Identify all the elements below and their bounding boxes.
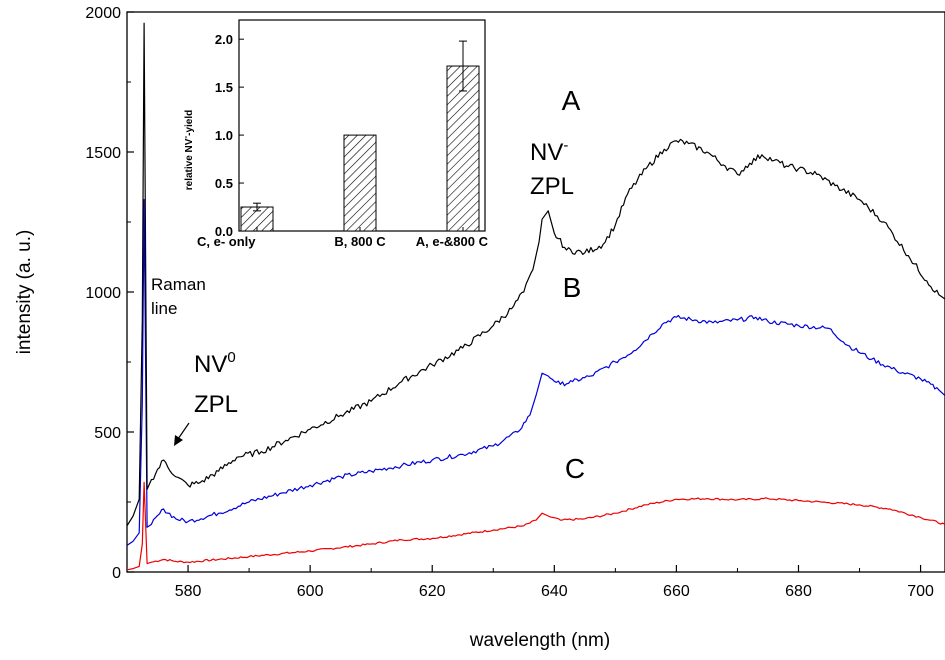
x-tick-label: 700 — [907, 583, 934, 600]
x-axis: 580 600 620 640 660 680 700 — [126, 565, 934, 600]
inset-y-tick-label: 1.0 — [215, 128, 233, 143]
inset-bar — [446, 65, 480, 232]
nvm-zpl-label: ZPL — [530, 173, 574, 200]
series-line-b — [126, 199, 945, 546]
y-tick-label: 1500 — [85, 145, 121, 162]
inset-y-tick-label: 0.5 — [215, 176, 233, 191]
x-tick-label: 660 — [663, 583, 690, 600]
nv0-arrow — [174, 422, 190, 446]
nv0-label-sup: 0 — [227, 349, 235, 366]
x-tick-label: 680 — [785, 583, 812, 600]
inset-ylabel-sup: - — [181, 136, 190, 139]
inset-x-tick-label: A, e-&800 C — [416, 234, 489, 249]
inset-y-tick-label: 0.0 — [215, 224, 233, 239]
y-tick-label: 0 — [112, 565, 121, 582]
nv0-zpl-label: ZPL — [194, 391, 238, 418]
x-axis-title: wavelength (nm) — [469, 630, 610, 651]
y-tick-label: 1000 — [85, 285, 121, 302]
nvm-label-sup: - — [563, 137, 568, 154]
inset-bars — [240, 40, 480, 232]
curve-label-c: C — [565, 453, 585, 484]
curve-label-a: A — [562, 85, 581, 116]
inset-y-tick-label: 2.0 — [215, 32, 233, 47]
nvm-label-main: NV — [530, 139, 563, 166]
inset-ylabel-part1: relative NV — [184, 138, 195, 190]
inset-y-tick-label: 1.5 — [215, 80, 233, 95]
inset-y-axis-title: relative NV--yield — [181, 110, 195, 191]
inset-ylabel-part2: -yield — [184, 110, 195, 136]
x-tick-label: 620 — [419, 583, 446, 600]
x-tick-label: 580 — [175, 583, 202, 600]
raman-label-line1: Raman — [151, 275, 206, 294]
series-line-c — [126, 481, 945, 571]
nv0-label: NV0 — [194, 349, 236, 378]
curve-label-b: B — [563, 272, 582, 303]
series-line-a — [126, 22, 945, 527]
inset-x-axis: C, e- only B, 800 C A, e-&800 C — [197, 227, 489, 249]
inset-x-tick-label: C, e- only — [197, 234, 256, 249]
nvm-label: NV- — [530, 137, 568, 166]
raman-label-line2: line — [151, 299, 177, 318]
y-axis: 0 500 1000 1500 2000 — [85, 5, 134, 582]
inset-bar — [343, 134, 377, 232]
x-tick-label: 640 — [541, 583, 568, 600]
y-axis-title: intensity (a. u.) — [14, 230, 35, 355]
inset-chart: 0.0 0.5 1.0 1.5 2.0 C, e- only B, 800 C A, e-&… — [181, 19, 489, 249]
y-tick-label: 2000 — [85, 5, 121, 22]
inset-x-tick-label: B, 800 C — [334, 234, 386, 249]
y-tick-label: 500 — [94, 425, 121, 442]
x-tick-label: 600 — [297, 583, 324, 600]
series-layer — [126, 22, 945, 571]
nv0-label-main: NV — [194, 351, 227, 378]
